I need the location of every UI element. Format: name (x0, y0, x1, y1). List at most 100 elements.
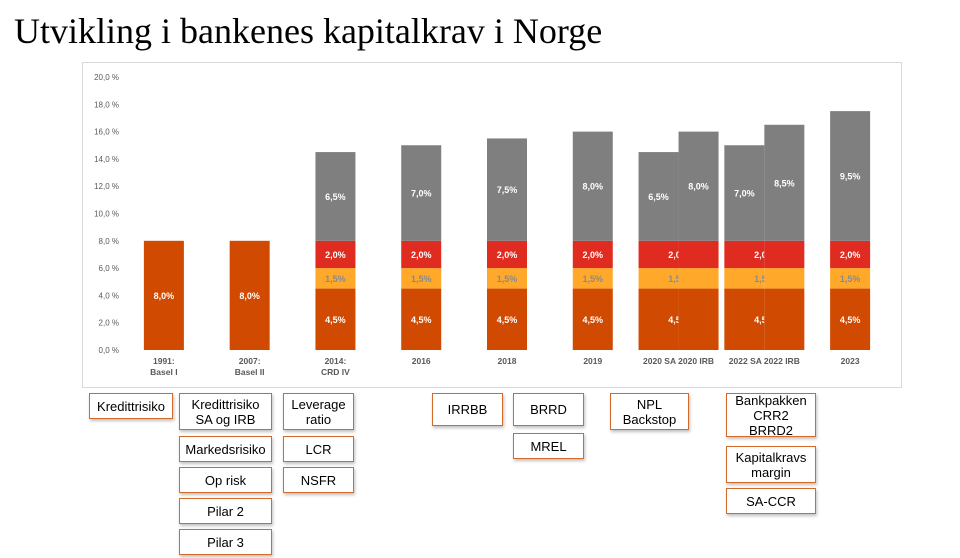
box-irrbb: IRRBB (432, 393, 503, 426)
box-sa-ccr: SA-CCR (726, 488, 816, 514)
y-tick-label: 8,0 % (99, 237, 119, 246)
bar-segment (315, 288, 356, 350)
bar-segment (143, 240, 184, 350)
data-label: 2,0% (497, 250, 518, 260)
y-tick-label: 2,0 % (99, 319, 119, 328)
data-label: 1,5% (497, 274, 518, 284)
bar-segment (830, 111, 871, 241)
data-label: 4,5% (325, 315, 346, 325)
bar-segment (638, 268, 679, 289)
x-tick-label: 2023 (841, 356, 860, 366)
box-mrel: MREL (513, 433, 584, 459)
x-tick-label: CRD IV (321, 367, 350, 377)
data-label: 7,0% (734, 189, 755, 199)
x-tick-label: 2020 SA 2020 IRB (643, 356, 714, 366)
bar-segment (487, 288, 527, 350)
data-label: 8,0% (688, 182, 709, 192)
box-kapitalkravs-margin: Kapitalkravs margin (726, 446, 816, 483)
box-pilar-2: Pilar 2 (179, 498, 272, 524)
box-leverage-ratio: Leverage ratio (283, 393, 354, 430)
y-tick-label: 4,0 % (99, 291, 119, 300)
bar-segment (487, 268, 527, 289)
bar-segment (487, 138, 527, 241)
bar-segment (830, 288, 871, 350)
data-label: 1,5% (325, 274, 346, 284)
bar-segment (315, 152, 356, 241)
bar-segment (724, 145, 765, 241)
box-kredittrisiko: Kredittrisiko (89, 393, 173, 419)
bar-segment (678, 131, 719, 241)
bar-segment (572, 288, 613, 350)
x-tick-label: 2019 (583, 356, 602, 366)
bar-segment (572, 131, 613, 241)
x-tick-label: 2022 SA 2022 IRB (729, 356, 800, 366)
bar-segment (764, 124, 805, 241)
y-tick-label: 20,0 % (94, 73, 119, 82)
bar-segment (678, 240, 719, 269)
bar-segment (638, 240, 679, 269)
y-tick-label: 18,0 % (94, 100, 119, 109)
data-label: 1,5% (411, 274, 432, 284)
box-npl-backstop: NPL Backstop (610, 393, 689, 430)
data-label: 6,5% (648, 192, 669, 202)
bar-segment (638, 152, 679, 241)
x-tick-label: 2018 (498, 356, 517, 366)
y-tick-label: 10,0 % (94, 210, 119, 219)
y-tick-label: 12,0 % (94, 182, 119, 191)
bar-segment (764, 240, 805, 269)
box-brrd: BRRD (513, 393, 584, 426)
chart-frame: 0,0 % 2,0 % 4,0 % 6,0 % 8,0 % 10,0 % 12,0 % 14,… (82, 62, 902, 388)
bar-segment (724, 268, 765, 289)
data-label: 8,5% (774, 178, 795, 188)
box-lcr: LCR (283, 436, 354, 462)
box-bankpakken: Bankpakken CRR2 BRRD2 (726, 393, 816, 438)
data-label: 4,5% (583, 315, 604, 325)
x-tick-label: 2014: (325, 356, 347, 366)
bar-segment (764, 288, 805, 350)
data-label: 7,0% (411, 189, 432, 199)
y-tick-label: 6,0 % (99, 264, 119, 273)
data-label: 7,5% (497, 185, 518, 195)
bar-segment (572, 240, 613, 269)
bar-segment (401, 288, 442, 350)
box-pilar-3: Pilar 3 (179, 529, 272, 555)
data-label: 8,0% (583, 182, 604, 192)
bar-segment (229, 240, 270, 350)
bar-segment (638, 288, 679, 350)
page-title: Utvikling i bankenes kapitalkrav i Norge (14, 11, 603, 51)
data-label: 2,0% (840, 250, 861, 260)
y-tick-label: 16,0 % (94, 128, 119, 137)
bar-segment (724, 240, 765, 269)
bar-segment (830, 268, 871, 289)
x-tick-label: 2007: (239, 356, 261, 366)
x-tick-label: 1991: (153, 356, 175, 366)
box-markedsrisiko: Markedsrisiko (179, 436, 272, 462)
data-label: 2,0% (583, 250, 604, 260)
bar-segment (764, 268, 805, 289)
y-tick-label: 0,0 % (99, 346, 119, 355)
box-nsfr: NSFR (283, 467, 354, 493)
data-label: 4,5% (840, 315, 861, 325)
data-label: 8,0% (239, 291, 260, 301)
data-label: 6,5% (325, 192, 346, 202)
bar-segment (572, 268, 613, 289)
y-tick-label: 14,0 % (94, 155, 119, 164)
x-tick-label: Basel II (235, 367, 265, 377)
bar-segment (401, 268, 442, 289)
data-label: 8,0% (154, 291, 175, 301)
bar-segment (315, 240, 356, 269)
bar-segment (830, 240, 871, 269)
x-tick-label: Basel I (150, 367, 177, 377)
x-tick-label: 2016 (412, 356, 431, 366)
data-label: 4,5% (411, 315, 432, 325)
bar-segment (401, 240, 442, 269)
data-label: 2,0% (411, 250, 432, 260)
bar-segment (678, 268, 719, 289)
data-label: 2,0% (325, 250, 346, 260)
bar-segment (678, 288, 719, 350)
box-op-risk: Op risk (179, 467, 272, 493)
bar-segment (315, 268, 356, 289)
data-label: 1,5% (840, 274, 861, 284)
bar-segment (401, 145, 442, 241)
bar-segment (724, 288, 765, 350)
